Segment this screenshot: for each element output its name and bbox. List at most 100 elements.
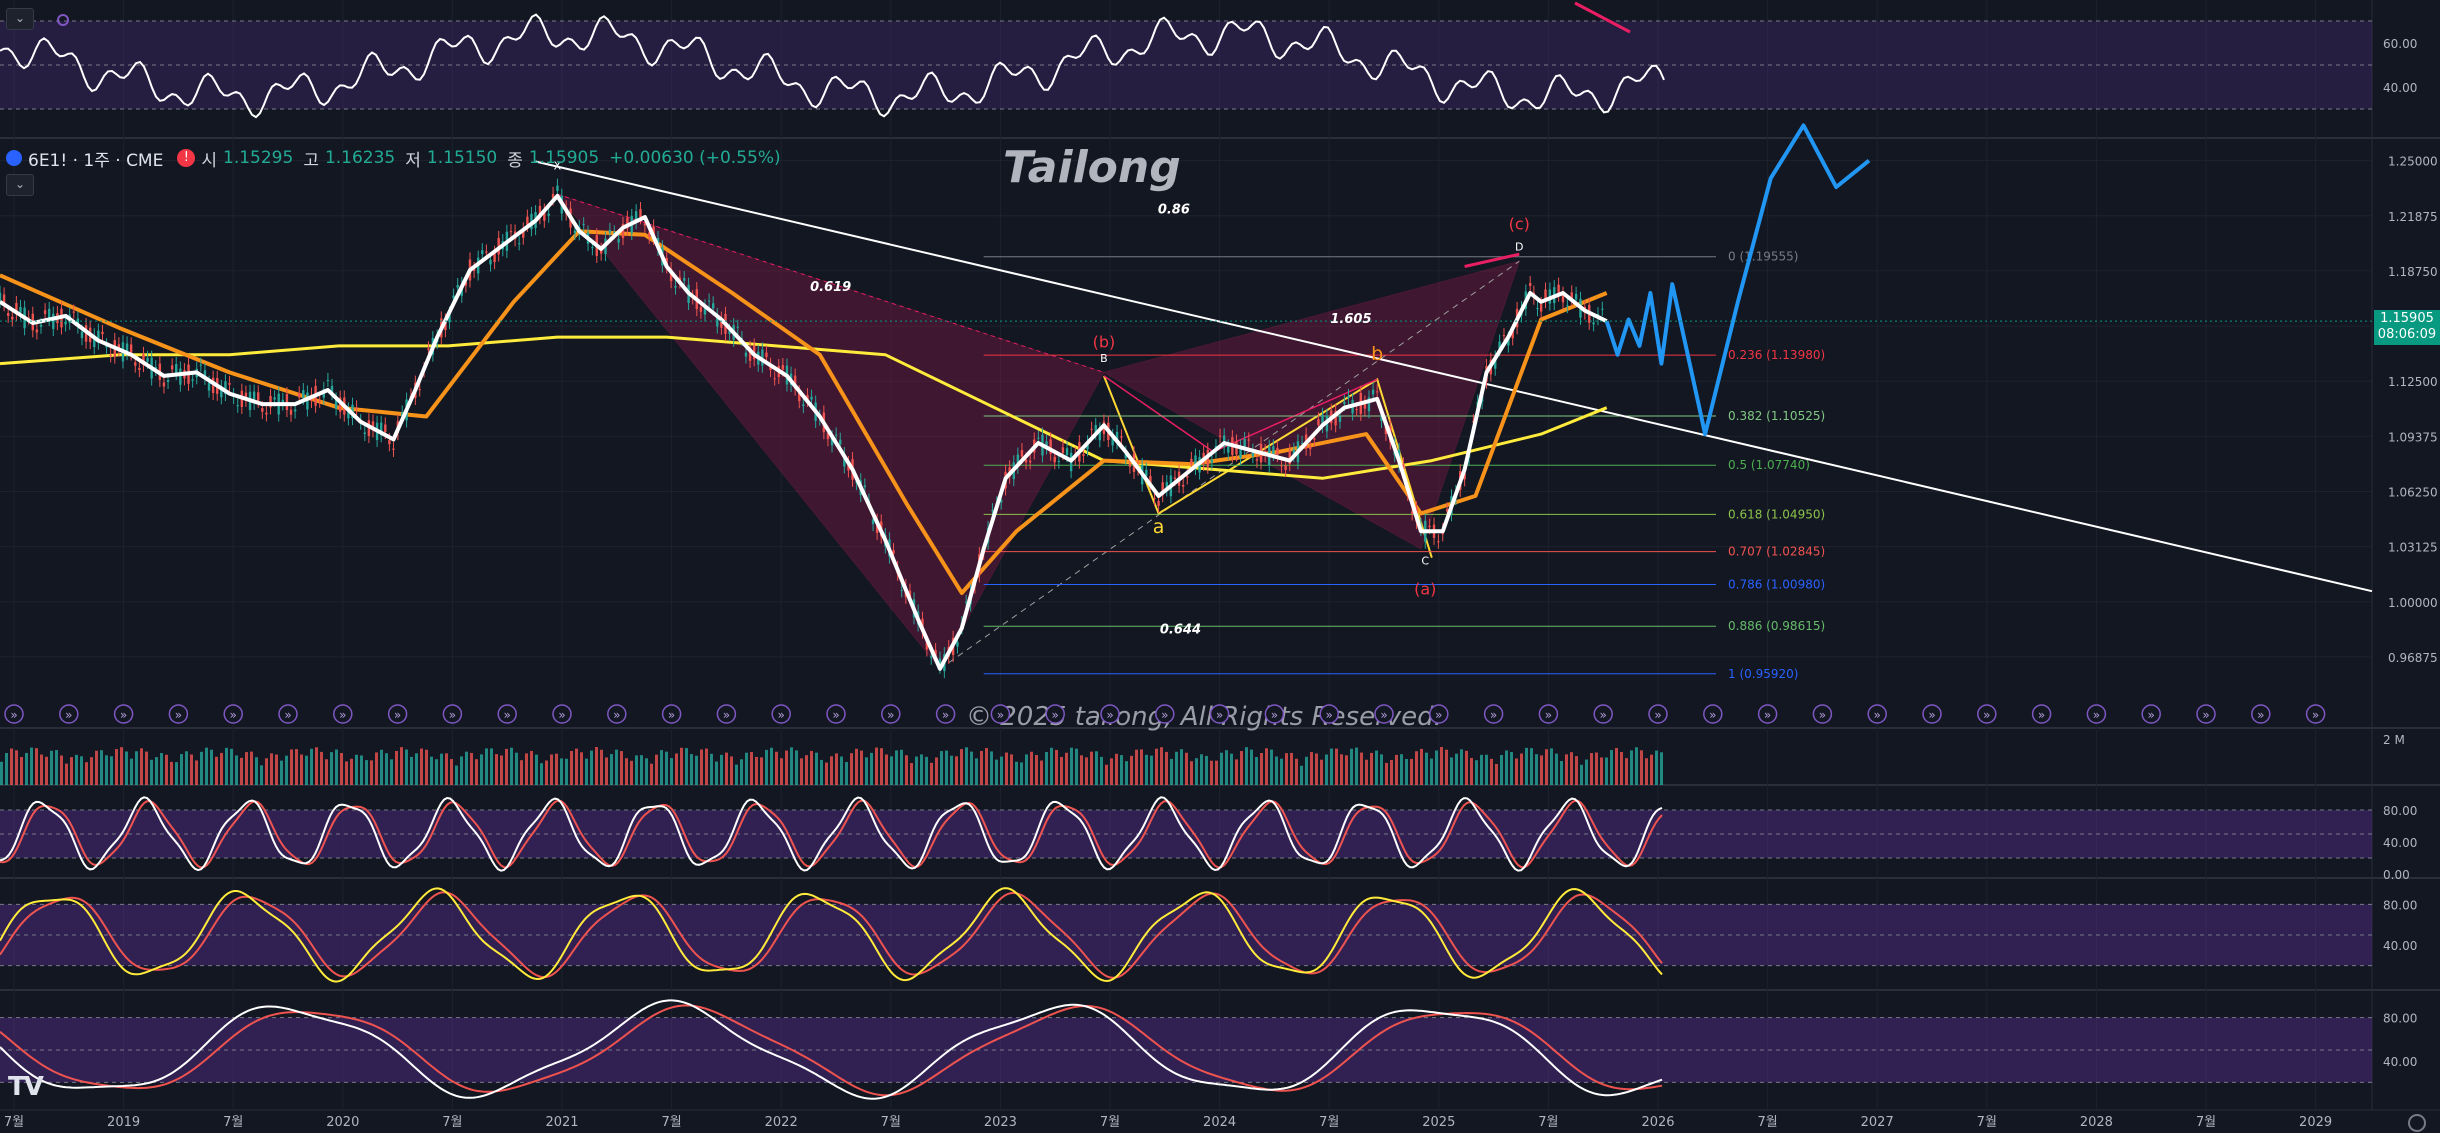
candle-body — [1371, 389, 1375, 395]
volume-bar — [555, 753, 558, 785]
volume-bar — [610, 754, 613, 785]
event-marker-icon — [2251, 704, 2271, 724]
oscillator-signal-line — [0, 891, 1663, 979]
candle-body — [326, 379, 330, 381]
collapse-top-pane-button[interactable]: ⌄ — [6, 8, 34, 30]
candle-body — [1355, 409, 1358, 411]
event-marker-glyph: » — [230, 708, 237, 722]
volume-bar — [1585, 759, 1588, 785]
candle-body — [547, 213, 550, 216]
bar-countdown: 08:06:09 — [2377, 327, 2437, 342]
event-marker-glyph: » — [997, 708, 1004, 722]
volume-bar — [1275, 756, 1278, 785]
collapse-legend-button[interactable]: ⌄ — [6, 174, 34, 196]
volume-bar — [1335, 748, 1338, 785]
volume-bar — [15, 750, 18, 785]
volume-bar — [1290, 752, 1293, 785]
volume-bar — [920, 754, 923, 785]
volume-bar — [1260, 753, 1263, 785]
volume-bar — [1355, 747, 1358, 785]
event-marker-icon — [1867, 704, 1887, 724]
candle-body — [273, 397, 276, 400]
candle-body — [228, 382, 231, 385]
candle-body — [1173, 477, 1177, 479]
descending-trendline — [535, 160, 2373, 593]
event-marker-icon — [2305, 704, 2326, 724]
candle-body — [999, 499, 1003, 503]
volume-bar — [355, 754, 358, 785]
volume-bar — [380, 749, 383, 785]
volume-bar — [1025, 754, 1028, 785]
volume-bar — [1625, 758, 1628, 785]
volume-bar — [1575, 756, 1578, 785]
volume-bar — [1130, 755, 1133, 785]
candle-body — [773, 378, 776, 380]
candle-body — [1463, 473, 1466, 480]
volume-bar — [1460, 749, 1463, 785]
event-marker-glyph: » — [175, 708, 182, 722]
candle-body — [298, 393, 301, 398]
volume-bar — [0, 761, 3, 785]
candle-body — [608, 229, 612, 233]
candle-body — [1090, 428, 1093, 430]
fib-level-label: 0.236 (1.13980) — [1728, 348, 1825, 362]
candle-body — [1153, 498, 1156, 500]
candle-body — [956, 642, 959, 647]
time-axis-label: 7월 — [881, 1115, 901, 1130]
event-marker-icon — [1648, 704, 1668, 724]
event-marker-icon — [333, 704, 353, 724]
candle-body — [1020, 450, 1024, 457]
oscillator-panel-3 — [0, 999, 2372, 1100]
volume-bar — [260, 765, 263, 785]
volume-bar — [1205, 755, 1208, 785]
candle-body — [1053, 456, 1056, 463]
volume-bar — [1305, 756, 1308, 785]
volume-bar — [25, 752, 28, 785]
candle-body — [334, 399, 338, 409]
warning-icon[interactable]: ! — [177, 149, 196, 167]
harmonic-bcd-triangle — [1102, 260, 1521, 550]
settings-gear-icon[interactable] — [2408, 1114, 2426, 1132]
event-marker-glyph: » — [1764, 708, 1771, 722]
volume-bar — [585, 758, 588, 785]
volume-bar — [1370, 752, 1373, 785]
candle-body — [526, 216, 529, 225]
event-marker-glyph: » — [1928, 708, 1935, 722]
harmonic-ratio-label: 0.644 — [1160, 623, 1201, 638]
price-axis-label: 1.03125 — [2388, 541, 2438, 555]
volume-bar — [1160, 747, 1163, 785]
volume-bar — [350, 758, 353, 785]
candle-body — [207, 382, 211, 391]
event-marker-glyph: » — [120, 708, 127, 722]
candle-body — [543, 210, 546, 221]
volume-bar — [1500, 754, 1503, 785]
volume-bar — [1485, 754, 1488, 785]
volume-bar — [1005, 752, 1008, 785]
volume-bar — [340, 753, 343, 785]
volume-bar — [865, 757, 868, 785]
volume-bar — [75, 754, 78, 785]
volume-bar — [900, 749, 903, 785]
volume-bar — [420, 748, 423, 785]
volume-bar — [475, 759, 478, 785]
candle-body — [257, 392, 260, 401]
candle-body — [1363, 402, 1367, 409]
time-axis-label: 2025 — [1422, 1115, 1455, 1130]
candle-body — [224, 381, 227, 395]
symbol-title[interactable]: 6E1! · 1주 · CME — [28, 150, 164, 171]
candle-body — [347, 409, 350, 419]
time-axis-label: 7월 — [442, 1115, 462, 1130]
tradingview-logo-icon[interactable]: TV — [8, 1072, 44, 1102]
volume-bar — [1465, 750, 1468, 785]
volume-bar — [825, 762, 828, 785]
volume-bar — [855, 748, 858, 785]
candle-body — [1145, 469, 1148, 476]
wave-label: b — [1371, 343, 1383, 365]
volume-bar — [460, 756, 463, 785]
candle-body — [802, 404, 805, 407]
volume-bar — [170, 761, 173, 785]
volume-bar — [1635, 747, 1638, 785]
event-marker-glyph: » — [1709, 708, 1716, 722]
wave-label: (b) — [1093, 333, 1116, 352]
